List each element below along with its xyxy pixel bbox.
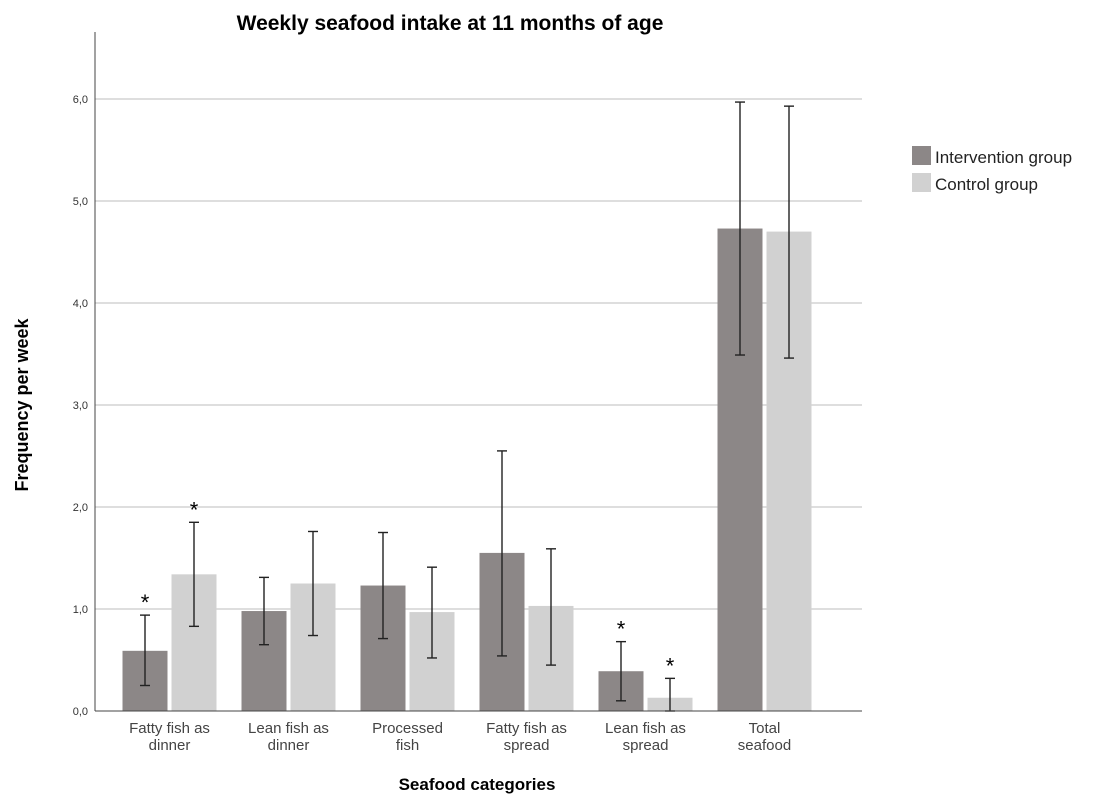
- x-tick-label: Processed fish: [372, 720, 443, 754]
- y-tick-label: 5,0: [73, 196, 88, 208]
- x-tick-label: Total seafood: [738, 720, 791, 754]
- x-tick-label-line: Total: [749, 720, 781, 737]
- y-tick-label: 2,0: [73, 502, 88, 514]
- y-tick-label: 1,0: [73, 604, 88, 616]
- legend-swatch-intervention: [912, 146, 931, 165]
- legend-label-intervention: Intervention group: [935, 148, 1072, 167]
- error-bars: * * * *: [140, 101, 794, 712]
- x-tick-label: Lean fish as dinner: [248, 720, 329, 754]
- legend-item-control: Control group: [912, 173, 1038, 194]
- y-tick-label: 0,0: [73, 706, 88, 718]
- x-tick-label-line: Processed: [372, 720, 443, 737]
- x-tick-label-line: Lean fish as: [248, 720, 329, 737]
- legend-item-intervention: Intervention group: [912, 146, 1072, 167]
- x-tick-label-line: dinner: [149, 737, 191, 754]
- x-tick-label-line: spread: [623, 737, 669, 754]
- legend-label-control: Control group: [935, 175, 1038, 194]
- y-tick-label: 6,0: [73, 94, 88, 106]
- x-tick-label: Fatty fish as spread: [486, 720, 567, 754]
- legend-swatch-control: [912, 173, 931, 192]
- y-tick-label: 3,0: [73, 400, 88, 412]
- x-tick-label-line: Fatty fish as: [486, 720, 567, 737]
- x-tick-label-line: Lean fish as: [605, 720, 686, 737]
- x-tick-label-line: dinner: [268, 737, 310, 754]
- legend: Intervention group Control group: [912, 146, 1072, 194]
- significance-marker: *: [617, 617, 626, 642]
- y-tick-label: 4,0: [73, 298, 88, 310]
- x-axis-label: Seafood categories: [399, 775, 556, 794]
- chart-title: Weekly seafood intake at 11 months of ag…: [237, 12, 664, 35]
- x-tick-label: Lean fish as spread: [605, 720, 686, 754]
- y-axis-label: Frequency per week: [12, 317, 32, 491]
- significance-marker: *: [666, 653, 675, 678]
- x-tick-label-line: fish: [396, 737, 419, 754]
- x-tick-label-line: Fatty fish as: [129, 720, 210, 737]
- x-tick-label: Fatty fish as dinner: [129, 720, 210, 754]
- significance-marker: *: [190, 497, 199, 522]
- axes: [94, 32, 862, 712]
- x-tick-label-line: seafood: [738, 737, 791, 754]
- bars: [122, 228, 812, 712]
- x-tick-label-line: spread: [504, 737, 550, 754]
- significance-marker: *: [141, 590, 150, 615]
